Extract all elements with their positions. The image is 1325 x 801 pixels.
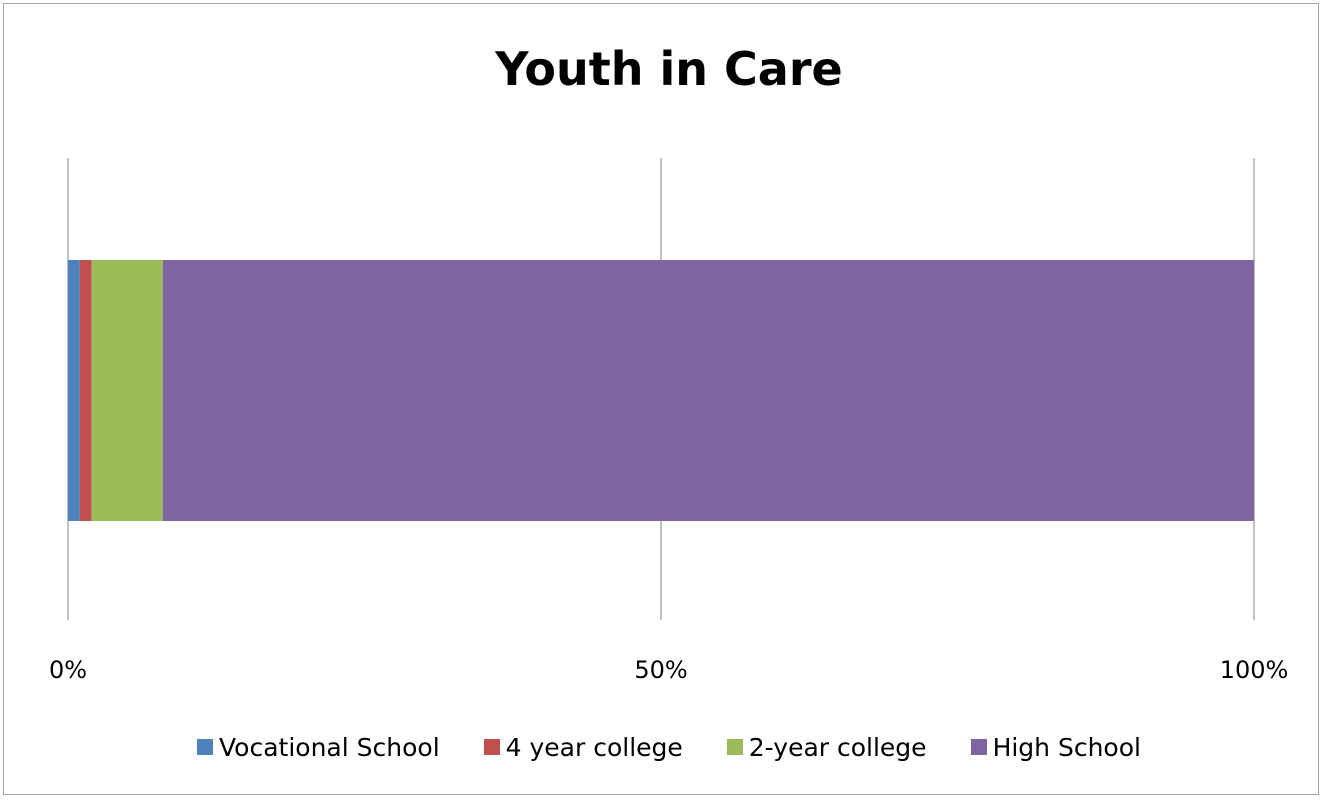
legend-swatch [726,739,743,755]
bar-segment-2-year-college [91,260,163,521]
legend-swatch [483,739,500,755]
x-tick-label: 0% [49,656,87,684]
legend-label: High School [992,732,1141,762]
chart-title: Youth in Care [495,42,843,96]
bar-segment-high-school [162,260,1254,521]
legend-swatch [197,739,214,755]
legend-item: High School [970,732,1141,762]
legend-label: 2-year college [748,732,927,762]
x-tick-labels: 0% 50% 100% [49,656,1288,684]
legend-item: 2-year college [726,732,927,762]
legend-item: 4 year college [483,732,683,762]
legend-label: Vocational School [219,732,440,762]
legend-label: 4 year college [505,732,683,762]
legend: Vocational School 4 year college 2-year co… [0,730,1325,764]
x-tick-label: 50% [634,656,687,684]
bar-segment-vocational-school [68,260,80,521]
bar-segment-4-year-college [79,260,92,521]
legend-item: Vocational School [197,733,440,762]
legend-swatch [970,739,987,755]
bar-segments [68,260,1254,521]
x-tick-label: 100% [1220,656,1289,684]
